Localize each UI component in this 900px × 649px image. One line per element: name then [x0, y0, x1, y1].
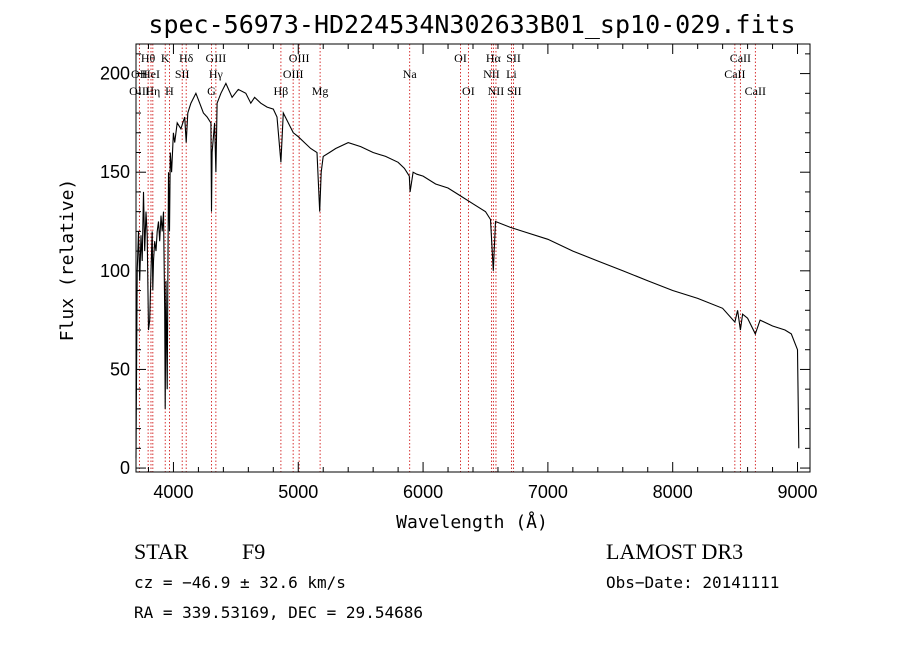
- x-tick-label-0: 4000: [153, 482, 193, 502]
- chart-title: spec-56973-HD224534N302633B01_sp10-029.f…: [148, 10, 795, 39]
- line-marker-label-17: OI: [454, 51, 467, 65]
- line-marker-label-12: Hβ: [274, 84, 289, 98]
- line-marker-label-23: NII: [488, 84, 505, 98]
- observation-date: Obs−Date: 20141111: [606, 573, 779, 592]
- line-marker-label-8: H: [165, 84, 174, 98]
- line-marker-label-9: GIII: [206, 51, 227, 65]
- line-marker-label-1: K: [161, 51, 170, 65]
- x-tick-label-1: 5000: [278, 482, 318, 502]
- line-marker-label-24: SII: [507, 84, 522, 98]
- line-marker-label-20: SII: [506, 51, 521, 65]
- line-marker-label-26: CaII: [724, 67, 745, 81]
- y-axis-ticks: 0 50 100 150 200: [100, 53, 810, 478]
- y-tick-label-3: 150: [100, 162, 130, 182]
- line-marker-label-21: NII: [483, 67, 500, 81]
- y-tick-label-1: 50: [110, 359, 130, 379]
- line-marker-label-0: Hθ: [141, 51, 156, 65]
- line-marker-label-15: Mg: [312, 84, 329, 98]
- line-marker-label-19: Hα: [486, 51, 502, 65]
- y-tick-label-2: 100: [100, 261, 130, 281]
- line-marker-label-4: HeI: [142, 67, 160, 81]
- survey-name: LAMOST DR3: [606, 539, 743, 564]
- x-tick-label-2: 6000: [403, 482, 443, 502]
- line-marker-label-11: G: [207, 84, 216, 98]
- line-marker-label-14: OIII: [283, 67, 304, 81]
- line-marker-label-13: OIII: [289, 51, 310, 65]
- x-tick-label-3: 7000: [528, 482, 568, 502]
- line-marker-label-10: Hγ: [209, 67, 224, 81]
- plot-frame: [135, 43, 811, 473]
- x-axis-ticks: 4000 5000 6000 7000 8000 9000: [147, 44, 818, 502]
- object-subclass: F9: [242, 539, 265, 564]
- line-marker-label-22: Li: [506, 67, 517, 81]
- line-marker-label-7: Hη: [145, 84, 160, 98]
- line-marker-label-6: OIII: [129, 84, 150, 98]
- y-tick-label-0: 0: [120, 458, 130, 478]
- object-class: STAR: [134, 539, 189, 564]
- x-tick-label-5: 9000: [777, 482, 817, 502]
- line-marker-label-27: CaII: [745, 84, 766, 98]
- line-marker-label-25: CaII: [730, 51, 751, 65]
- line-marker-label-2: Hδ: [179, 51, 194, 65]
- line-marker-label-5: SII: [175, 67, 190, 81]
- ra-dec: RA = 339.53169, DEC = 29.54686: [134, 603, 423, 622]
- x-axis-label: Wavelength (Å): [396, 511, 548, 533]
- spectrum-line: [135, 82, 800, 459]
- line-marker-label-16: Na: [403, 67, 418, 81]
- x-tick-label-4: 8000: [653, 482, 693, 502]
- y-axis-label: Flux (relative): [57, 179, 78, 342]
- line-marker-label-18: OI: [462, 84, 475, 98]
- spectral-line-markers: [138, 44, 756, 472]
- y-tick-label-4: 200: [100, 64, 130, 84]
- redshift-cz: cz = −46.9 ± 32.6 km/s: [134, 573, 346, 592]
